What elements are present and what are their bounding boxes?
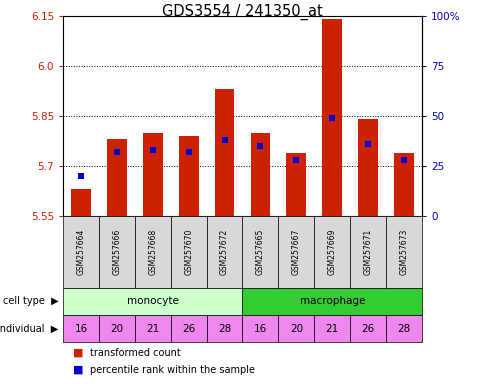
Text: GSM257667: GSM257667 bbox=[291, 229, 300, 275]
Bar bbox=[63, 315, 99, 342]
Bar bbox=[385, 315, 421, 342]
Text: GSM257672: GSM257672 bbox=[220, 229, 228, 275]
Bar bbox=[358, 119, 377, 216]
Text: GSM257665: GSM257665 bbox=[256, 229, 264, 275]
Bar bbox=[314, 216, 349, 288]
Text: GSM257671: GSM257671 bbox=[363, 229, 372, 275]
Text: 20: 20 bbox=[289, 323, 302, 333]
Text: GSM257666: GSM257666 bbox=[112, 229, 121, 275]
Bar bbox=[349, 315, 385, 342]
Bar bbox=[63, 288, 242, 315]
Bar bbox=[99, 216, 135, 288]
Text: 28: 28 bbox=[396, 323, 410, 333]
Bar bbox=[206, 216, 242, 288]
Text: percentile rank within the sample: percentile rank within the sample bbox=[90, 365, 254, 375]
Bar bbox=[99, 315, 135, 342]
Bar bbox=[206, 315, 242, 342]
Text: cell type  ▶: cell type ▶ bbox=[2, 296, 58, 306]
Text: GSM257669: GSM257669 bbox=[327, 229, 336, 275]
Bar bbox=[278, 216, 314, 288]
Bar bbox=[393, 153, 413, 216]
Text: 16: 16 bbox=[253, 323, 267, 333]
Text: 21: 21 bbox=[146, 323, 159, 333]
Text: monocyte: monocyte bbox=[127, 296, 178, 306]
Bar bbox=[63, 216, 99, 288]
Text: ■: ■ bbox=[73, 348, 83, 358]
Text: 20: 20 bbox=[110, 323, 123, 333]
Bar bbox=[349, 216, 385, 288]
Bar bbox=[179, 136, 198, 216]
Bar bbox=[170, 315, 206, 342]
Bar bbox=[135, 216, 170, 288]
Bar bbox=[286, 153, 305, 216]
Bar bbox=[135, 315, 170, 342]
Text: individual  ▶: individual ▶ bbox=[0, 323, 58, 333]
Text: 26: 26 bbox=[361, 323, 374, 333]
Text: GSM257670: GSM257670 bbox=[184, 229, 193, 275]
Bar bbox=[250, 132, 270, 216]
Text: GSM257664: GSM257664 bbox=[76, 229, 85, 275]
Bar bbox=[71, 189, 91, 216]
Bar bbox=[242, 288, 421, 315]
Bar bbox=[214, 89, 234, 216]
Bar bbox=[322, 19, 341, 216]
Text: GDS3554 / 241350_at: GDS3554 / 241350_at bbox=[162, 4, 322, 20]
Bar bbox=[107, 139, 126, 216]
Text: ■: ■ bbox=[73, 365, 83, 375]
Text: 28: 28 bbox=[217, 323, 231, 333]
Text: GSM257673: GSM257673 bbox=[399, 229, 408, 275]
Text: macrophage: macrophage bbox=[299, 296, 364, 306]
Bar bbox=[170, 216, 206, 288]
Bar bbox=[143, 132, 162, 216]
Text: transformed count: transformed count bbox=[90, 348, 180, 358]
Bar bbox=[314, 315, 349, 342]
Bar bbox=[242, 315, 278, 342]
Bar bbox=[278, 315, 314, 342]
Bar bbox=[242, 216, 278, 288]
Text: 26: 26 bbox=[182, 323, 195, 333]
Text: GSM257668: GSM257668 bbox=[148, 229, 157, 275]
Text: 21: 21 bbox=[325, 323, 338, 333]
Bar bbox=[385, 216, 421, 288]
Text: 16: 16 bbox=[74, 323, 88, 333]
